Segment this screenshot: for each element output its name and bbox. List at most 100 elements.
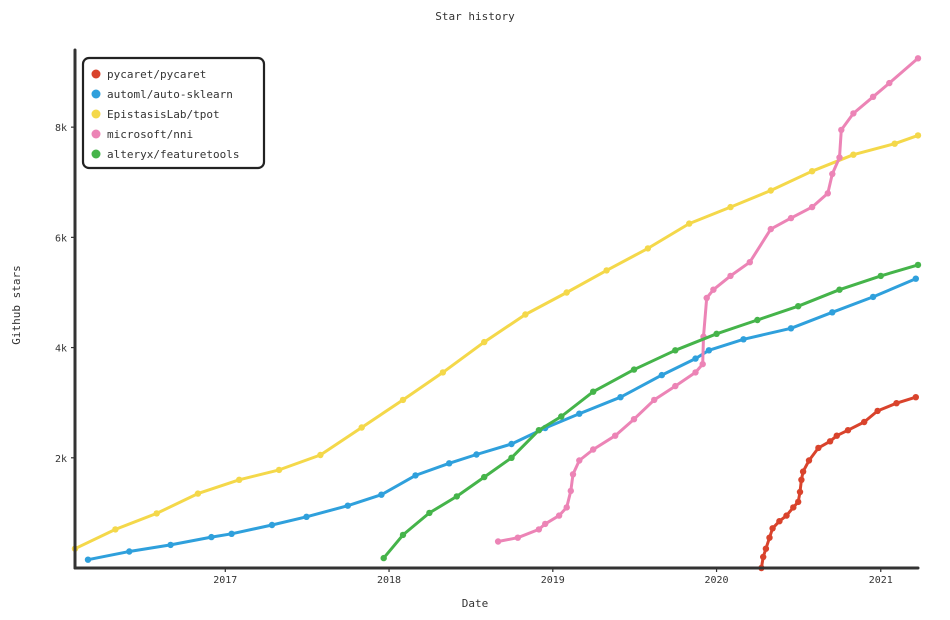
data-point — [767, 225, 774, 233]
data-point — [672, 382, 679, 390]
data-point — [439, 369, 447, 376]
legend-label: automl/auto-sklearn — [107, 88, 233, 101]
legend-box — [81, 56, 266, 170]
data-point — [481, 338, 488, 346]
data-point — [790, 504, 797, 511]
data-point — [453, 493, 460, 500]
legend-swatch — [91, 89, 101, 99]
data-point — [829, 170, 836, 178]
data-point — [692, 355, 699, 362]
data-point — [617, 394, 624, 401]
legend-swatch — [91, 129, 101, 139]
y-tick-label: 8k — [55, 123, 67, 134]
series-epistasislab-tpot — [71, 132, 922, 552]
data-point — [569, 471, 577, 478]
data-point — [869, 93, 877, 101]
data-point — [829, 309, 836, 316]
data-point — [514, 534, 521, 541]
data-point — [686, 220, 693, 227]
data-point — [869, 293, 877, 301]
data-point — [112, 526, 119, 533]
x-tick-label: 2019 — [541, 575, 565, 586]
series-microsoft-nni — [494, 55, 922, 545]
x-tick-label: 2018 — [377, 575, 401, 586]
data-point — [446, 460, 453, 467]
data-point — [727, 272, 734, 280]
data-point — [705, 347, 713, 354]
data-point — [912, 394, 919, 401]
data-point — [522, 311, 529, 318]
data-point — [630, 366, 638, 373]
data-point — [754, 316, 761, 324]
data-point — [836, 286, 843, 293]
data-point — [644, 245, 652, 252]
data-point — [167, 541, 174, 549]
data-point — [268, 521, 276, 529]
data-point — [727, 203, 734, 211]
data-point — [861, 418, 868, 426]
data-point — [699, 360, 706, 368]
legend: pycaret/pycaret automl/auto-sklearn Epista… — [81, 56, 266, 170]
x-tick-label: 2017 — [213, 575, 237, 586]
data-point — [769, 525, 776, 532]
data-point — [275, 466, 283, 474]
data-point — [833, 432, 840, 439]
series-line-pycaret-pycaret — [759, 395, 918, 570]
data-point — [787, 214, 795, 222]
series-line-automl-auto-sklearn — [86, 277, 918, 562]
data-point — [567, 487, 574, 495]
series-line-epistasislab-tpot — [73, 133, 920, 551]
y-axis-label: Github stars — [10, 265, 23, 344]
data-point — [658, 371, 665, 379]
data-point — [762, 545, 770, 552]
data-point — [236, 476, 243, 483]
data-point — [303, 513, 310, 520]
data-point — [850, 151, 857, 158]
y-tick-label: 4k — [55, 344, 67, 355]
data-point — [850, 110, 857, 117]
data-point — [651, 396, 658, 404]
data-point — [344, 502, 351, 509]
data-point — [808, 168, 816, 175]
data-point — [767, 187, 774, 194]
data-point — [380, 554, 387, 562]
data-point — [508, 440, 515, 448]
data-point — [563, 504, 570, 511]
data-point — [746, 259, 753, 266]
data-point — [558, 413, 565, 420]
data-point — [576, 410, 583, 417]
data-point — [399, 531, 407, 539]
legend-swatch — [91, 109, 101, 119]
data-point — [766, 534, 773, 541]
data-point — [914, 132, 922, 139]
data-point — [563, 289, 570, 296]
data-point — [795, 498, 802, 506]
y-tick-label: 2k — [55, 454, 67, 465]
data-point — [126, 548, 133, 555]
data-point — [473, 451, 480, 458]
data-point — [838, 126, 845, 134]
data-point — [494, 538, 502, 545]
data-point — [208, 533, 215, 541]
data-point — [153, 510, 160, 517]
data-point — [783, 512, 790, 519]
data-point — [590, 446, 597, 453]
data-point — [914, 261, 922, 269]
data-point — [877, 272, 884, 280]
data-point — [603, 267, 610, 274]
data-point — [317, 451, 324, 459]
data-point — [84, 556, 92, 563]
data-point — [713, 330, 720, 337]
data-point — [358, 424, 365, 431]
legend-label: microsoft/nni — [107, 128, 193, 141]
data-point — [612, 432, 619, 439]
data-point — [535, 526, 543, 533]
data-point — [787, 325, 795, 332]
data-point — [824, 190, 831, 197]
data-point — [481, 473, 488, 481]
data-point — [912, 275, 919, 282]
data-point — [805, 457, 813, 464]
data-point — [826, 438, 834, 445]
legend-label: EpistasisLab/tpot — [107, 108, 220, 121]
